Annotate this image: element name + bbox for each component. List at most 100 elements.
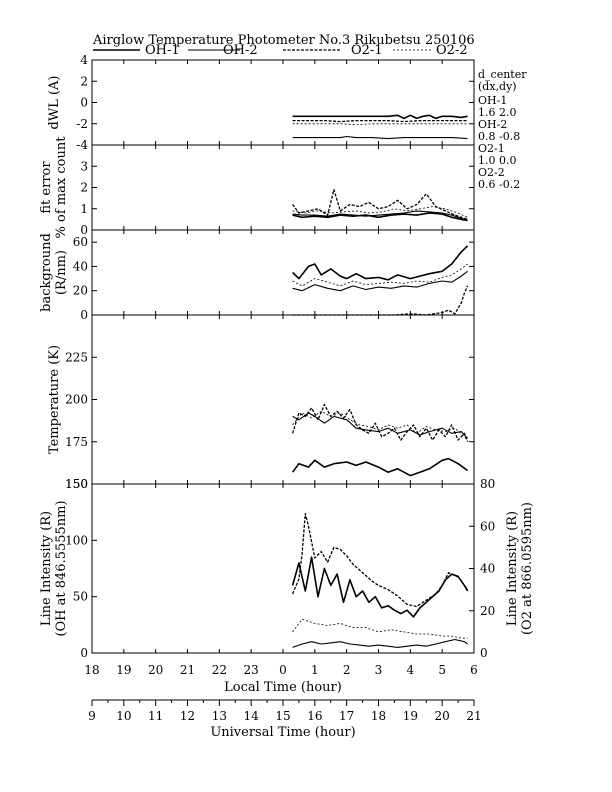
series-line-bg-o2-1 [292,285,469,316]
chart-title: Airglow Temperature Photometer No.3 Riku… [92,33,475,48]
panel-frame-int [91,483,475,654]
y-axis-sublabel-int: (OH at 846.5555nm) [54,500,69,636]
x-tick-label-ut: 20 [435,709,450,723]
legend-label-oh-2: OH-2 [223,43,258,58]
panel-dwl: 4 2 0 -2 -4 dWL (A) [47,53,475,152]
series-line-bg-oh-1 [292,245,469,281]
series-line-dwl-oh-2 [292,135,468,140]
series-line-bg-oh-2 [292,270,468,292]
y-tick-label-right-int: 40 [480,562,495,576]
series-line-int-oh-1 [291,556,469,618]
center-info-value-o2-1: 1.0 0.0 [478,154,516,167]
x-tick-label-ut: 9 [88,709,96,723]
y-tick-label-right-int: 80 [480,477,495,491]
y-tick-label-int: 0 [80,646,88,660]
y-tick-label-fit: 3 [80,159,88,173]
center-info-name-oh-2: OH-2 [478,118,507,131]
y-tick-label-right-int: 20 [480,604,495,618]
y-tick-label-int: 50 [73,590,88,604]
x-tick-label-local: 0 [279,663,287,677]
y-tick-label-dwl: -2 [76,117,88,131]
x-tick-label-local: 18 [84,663,99,677]
x-tick-label-local: 5 [438,663,446,677]
legend: OH-1 OH-2 O2-1 O2-2 [93,43,468,58]
y-tick-label-dwl: 0 [80,96,88,110]
series-line-bg-o2-2 [292,263,468,287]
panel-frame-dwl [91,59,475,146]
x-tick-label-local: 20 [148,663,163,677]
x-tick-label-local: 3 [375,663,383,677]
y-tick-label-bg: 20 [73,284,88,298]
x-tick-label-ut: 11 [148,709,163,723]
x-tick-label-local: 6 [470,663,478,677]
y-axis-label-fit: fit error [39,161,54,214]
x-tick-label-ut: 13 [212,709,227,723]
panel-fit: 3 2 1 0 fit error% of max count [39,136,475,239]
x-tick-label-local: 1 [311,663,319,677]
panel-temp: 225 200 175 150 Temperature (K) [47,314,475,491]
center-info-name-oh-1: OH-1 [478,94,507,107]
series-line-temp-oh-1 [291,457,469,477]
x-tick-label-ut: 21 [466,709,481,723]
center-info-heading-units: (dx,dy) [478,80,517,93]
y-tick-label-int: 150 [65,477,88,491]
x-tick-label-ut: 10 [116,709,131,723]
center-info-heading: d_center [478,68,527,81]
y-tick-label-bg: 60 [73,235,88,249]
center-info-value-oh-2: 0.8 -0.8 [478,130,520,143]
series-line-temp-o2-2 [292,410,468,441]
y-axis-sublabel-right-int: (O2 at 866.0595nm) [520,502,535,635]
y-axis-label-temp: Temperature (K) [47,345,62,454]
legend-label-o2-2: O2-2 [436,43,468,58]
y-tick-label-bg: 40 [73,259,88,273]
y-tick-label-temp: 225 [65,350,88,364]
y-axis-label-dwl: dWL (A) [47,76,62,130]
x-tick-label-local: 2 [343,663,351,677]
center-info-name-o2-2: O2-2 [478,166,505,179]
series-line-fit-o2-2 [292,206,468,218]
series-line-int-oh-2 [292,638,468,648]
y-tick-label-temp: 200 [65,393,88,407]
y-axis-sublabel-fit: % of max count [54,136,69,239]
x-tick-label-ut: 12 [180,709,195,723]
panel-bg: 60 40 20 0 background (R/nm) [39,229,475,322]
x-tick-label-local: 4 [407,663,415,677]
center-offset-info: d_center(dx,dy)OH-11.6 2.0OH-20.8 -0.8O2… [478,68,527,191]
x-axis-universal-time: 9 10 11 12 13 14 15 16 17 18 19 20 21 Universal Time … [88,699,482,740]
series-line-fit-oh-2 [292,210,468,221]
y-axis-label-int: Line Intensity (R) [39,511,54,626]
series-line-temp-o2-1 [291,403,469,443]
series-line-dwl-oh-1 [292,114,468,120]
center-info-name-o2-1: O2-1 [478,142,505,155]
y-tick-label-temp: 150 [65,477,88,491]
x-tick-label-local: 23 [244,663,259,677]
y-tick-label-bg: 0 [80,308,88,322]
y-tick-label-dwl: -4 [76,138,88,152]
x-tick-label-ut: 14 [244,709,260,723]
series-line-fit-o2-1 [292,188,468,221]
series-line-int-o2-2 [292,618,468,639]
series-line-int-o2-1 [292,512,469,608]
y-axis-label-bg: background [39,233,54,312]
series-line-temp-oh-2 [292,412,469,439]
panel-frame-fit [91,144,475,231]
y-tick-label-fit: 0 [80,223,88,237]
center-info-value-oh-1: 1.6 2.0 [478,106,516,119]
y-tick-label-fit: 2 [80,181,88,195]
y-tick-label-dwl: 4 [80,53,88,67]
x-axis-label-local: Local Time (hour) [224,680,342,695]
y-tick-label-temp: 175 [65,435,88,449]
x-tick-label-local: 21 [180,663,195,677]
panel-frame-temp [91,314,475,485]
y-tick-label-right-int: 60 [480,519,495,533]
y-axis-sublabel-bg: (R/nm) [54,250,69,295]
legend-label-oh-1: OH-1 [145,43,180,58]
y-tick-label-int: 100 [65,533,88,547]
y-tick-label-dwl: 2 [80,74,88,88]
y-axis-label-right-int: Line Intensity (R) [505,511,520,626]
x-tick-label-ut: 16 [307,709,322,723]
